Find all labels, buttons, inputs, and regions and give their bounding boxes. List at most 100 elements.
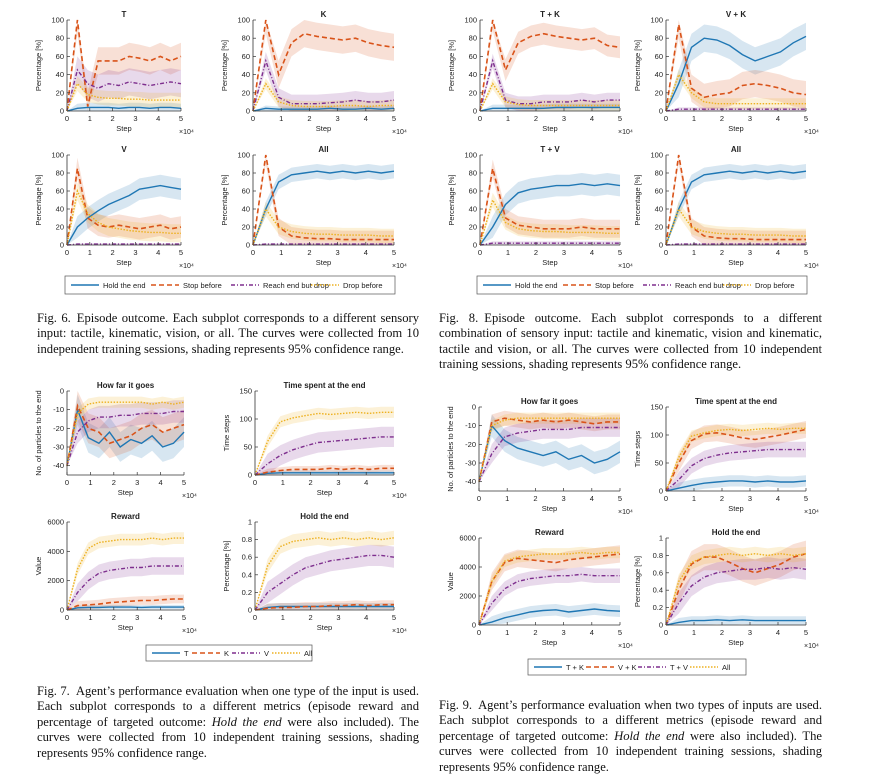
confidence-band-2 <box>67 557 184 610</box>
y-tick-label: 40 <box>56 70 64 79</box>
y-tick-label: 20 <box>242 88 250 97</box>
y-tick-label: 100 <box>239 415 252 424</box>
y-axis-label: Percentage [%] <box>633 556 642 607</box>
y-tick-label: 6000 <box>47 518 64 527</box>
confidence-band-1 <box>67 391 184 466</box>
x-multiplier: ×10⁴ <box>179 129 194 136</box>
series-line-0 <box>665 480 807 492</box>
x-tick-label: 5 <box>618 494 622 503</box>
x-tick-label: 1 <box>506 248 510 257</box>
confidence-band-2 <box>480 241 620 245</box>
x-axis-label: Step <box>116 258 131 267</box>
x-tick-label: 4 <box>159 613 163 622</box>
y-tick-label: -40 <box>465 477 476 486</box>
y-tick-label: 100 <box>464 16 477 25</box>
x-tick-label: 5 <box>179 248 183 257</box>
y-axis-label: Percentage [%] <box>222 540 231 591</box>
legend-box <box>64 275 396 295</box>
chart-fig9-12: 0 1 2 3 4 5 -40 -30 -20 -10 0 How far it goes Step ×1… <box>446 397 633 516</box>
y-tick-label: 20 <box>56 88 64 97</box>
series-line-2 <box>66 565 184 611</box>
confidence-band-0 <box>666 164 806 245</box>
fig9-caption-em: Hold the end <box>614 728 685 743</box>
y-tick-label: 0 <box>248 606 252 615</box>
x-tick-label: 0 <box>65 478 69 487</box>
y-axis-label: Percentage [%] <box>447 40 456 91</box>
series-line-3 <box>665 427 806 492</box>
y-tick-label: 4000 <box>47 547 64 556</box>
x-tick-label: 0 <box>65 613 69 622</box>
y-tick-label: 80 <box>469 169 477 178</box>
y-tick-label: 0 <box>60 107 64 116</box>
series-line-1 <box>252 19 395 112</box>
x-tick-label: 1 <box>505 494 509 503</box>
x-tick-label: 1 <box>505 628 509 637</box>
y-tick-label: 0.8 <box>653 551 663 560</box>
y-axis-label: Time steps <box>222 415 231 452</box>
x-axis-label: Step <box>728 258 743 267</box>
x-multiplier: ×10⁴ <box>182 628 197 635</box>
chart-title: K <box>321 10 327 19</box>
series-line-3 <box>252 82 394 112</box>
x-tick-label: 3 <box>135 613 139 622</box>
chart-title: T + K <box>540 10 560 19</box>
series-line-3 <box>66 401 185 466</box>
x-multiplier: ×10⁴ <box>179 263 194 270</box>
series-line-3 <box>479 82 620 112</box>
confidence-band-2 <box>666 557 806 625</box>
x-tick-label: 3 <box>748 628 752 637</box>
fig7-caption-em: Hold the end <box>211 714 282 729</box>
chart-title: Time spent at the end <box>695 397 777 406</box>
y-tick-label: 0 <box>659 107 663 116</box>
x-tick-label: 4 <box>159 478 163 487</box>
confidence-band-3 <box>67 532 184 610</box>
series-line-0 <box>66 407 185 466</box>
x-axis-label: Step <box>542 504 557 513</box>
chart-fig7-8: 0 1 2 3 4 5 -40 -30 -20 -10 0 How far it goes Step ×1… <box>34 381 197 500</box>
y-tick-label: 20 <box>56 223 64 232</box>
legend-box <box>145 644 313 662</box>
series-line-1 <box>479 168 620 246</box>
y-tick-label: 2000 <box>47 576 64 585</box>
fig7-label: Fig. 7. <box>37 684 70 698</box>
x-tick-label: 4 <box>364 478 368 487</box>
series-line-2 <box>665 566 807 626</box>
chart-title: Hold the end <box>300 512 349 521</box>
series-line-3 <box>252 207 394 246</box>
x-tick-label: 0 <box>664 114 668 123</box>
x-tick-label: 2 <box>720 248 724 257</box>
x-axis-label: Step <box>728 638 743 647</box>
x-tick-label: 0 <box>251 248 255 257</box>
chart-fig8-4: 0 1 2 3 4 5 0 20 40 60 80 100 T + K Step ×10⁴ Percentag… <box>447 10 633 136</box>
fig8-caption-text: Episode outcome. Each subplot correspond… <box>439 311 823 372</box>
confidence-band-2 <box>253 51 394 111</box>
fig7-caption-pre: Agent’s performance evaluation when one … <box>37 684 419 729</box>
legend-label-0: Hold the end <box>103 281 146 290</box>
x-tick-label: 4 <box>776 248 780 257</box>
y-tick-label: 20 <box>655 88 663 97</box>
series-line-1 <box>478 417 620 482</box>
x-tick-label: 1 <box>692 628 696 637</box>
y-tick-label: 20 <box>469 88 477 97</box>
y-tick-label: 80 <box>242 169 250 178</box>
series-line-0 <box>66 606 184 611</box>
x-multiplier: ×10⁴ <box>804 129 819 136</box>
series-line-0 <box>665 35 807 112</box>
series-line-0 <box>252 170 395 246</box>
legend-label-3: All <box>304 649 313 658</box>
y-tick-label: 80 <box>242 34 250 43</box>
confidence-band-1 <box>666 540 806 625</box>
series-line-2 <box>478 426 620 482</box>
fig8-legend: Hold the end Stop before Reach end but dro… <box>476 275 808 295</box>
x-tick-label: 0 <box>664 494 668 503</box>
y-tick-label: 150 <box>650 403 663 412</box>
series-line-2 <box>252 58 395 112</box>
series-line-2 <box>254 436 394 476</box>
confidence-band-0 <box>666 475 806 491</box>
confidence-band-0 <box>67 102 181 111</box>
x-tick-label: 5 <box>392 613 396 622</box>
y-tick-label: 100 <box>237 16 250 25</box>
y-tick-label: 80 <box>56 169 64 178</box>
legend-box <box>476 275 808 295</box>
